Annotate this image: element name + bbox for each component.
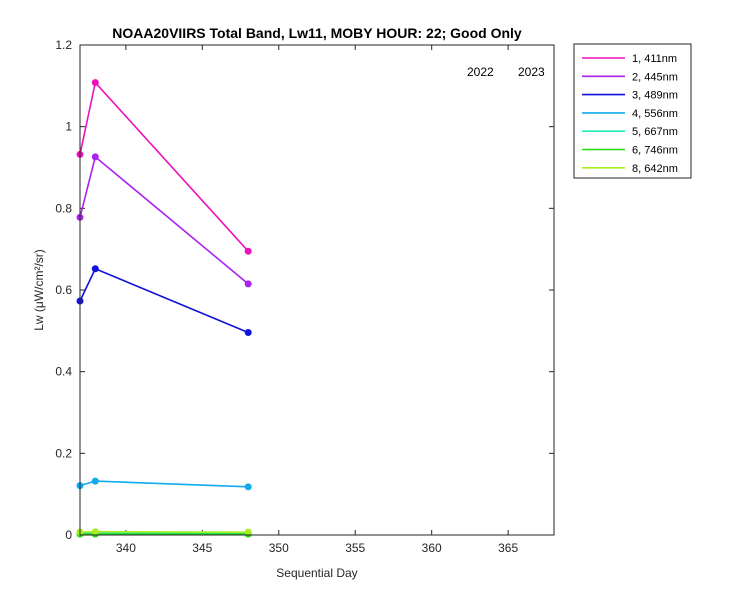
legend-label: 8, 642nm	[632, 163, 678, 175]
year-label-2022: 2022	[467, 65, 494, 79]
x-tick-label: 365	[498, 541, 518, 555]
legend-label: 3, 489nm	[632, 90, 678, 102]
y-tick-label: 1.2	[55, 38, 72, 52]
x-axis-label: Sequential Day	[276, 566, 357, 580]
series-1	[76, 79, 252, 255]
y-tick-label: 0.2	[55, 446, 72, 460]
year-label-2023: 2023	[518, 65, 545, 79]
data-point	[91, 528, 99, 536]
y-tick-label: 0.8	[55, 201, 72, 215]
legend-label: 6, 746nm	[632, 145, 678, 157]
x-tick-label: 345	[192, 541, 212, 555]
x-tick-label: 355	[345, 541, 365, 555]
legend-label: 5, 667nm	[632, 126, 678, 138]
data-point	[91, 477, 99, 485]
tick-labels: 340 345 350 355 360 365 0 0.2 0.4 0.6 0.8 1 1.2	[55, 38, 518, 555]
data-point	[244, 247, 252, 255]
data-point	[244, 483, 252, 491]
legend-box	[573, 43, 692, 179]
legend-label: 2, 445nm	[632, 71, 678, 83]
plot-frame	[79, 44, 555, 536]
y-tick-label: 0.4	[55, 365, 72, 379]
legend-label: 1, 411nm	[632, 53, 677, 65]
y-tick-label: 0	[65, 528, 72, 542]
data-point	[244, 280, 252, 288]
data-point	[244, 528, 252, 536]
x-tick-label: 360	[422, 541, 442, 555]
legend-label: 4, 556nm	[632, 108, 678, 120]
legend: 1, 411nm 2, 445nm 3, 489nm 4, 556nm 5, 667nm…	[573, 43, 692, 179]
data-point	[91, 153, 99, 161]
y-tick-label: 0.6	[55, 283, 72, 297]
x-tick-label: 340	[116, 541, 136, 555]
y-axis-label: Lw (μW/cm²/sr)	[32, 249, 46, 331]
plot-area	[80, 45, 554, 535]
data-point	[91, 79, 99, 87]
data-point	[91, 265, 99, 273]
x-tick-label: 350	[269, 541, 289, 555]
y-tick-label: 1	[65, 120, 72, 134]
data-point	[244, 328, 252, 336]
chart-title: NOAA20VIIRS Total Band, Lw11, MOBY HOUR:…	[112, 25, 522, 41]
